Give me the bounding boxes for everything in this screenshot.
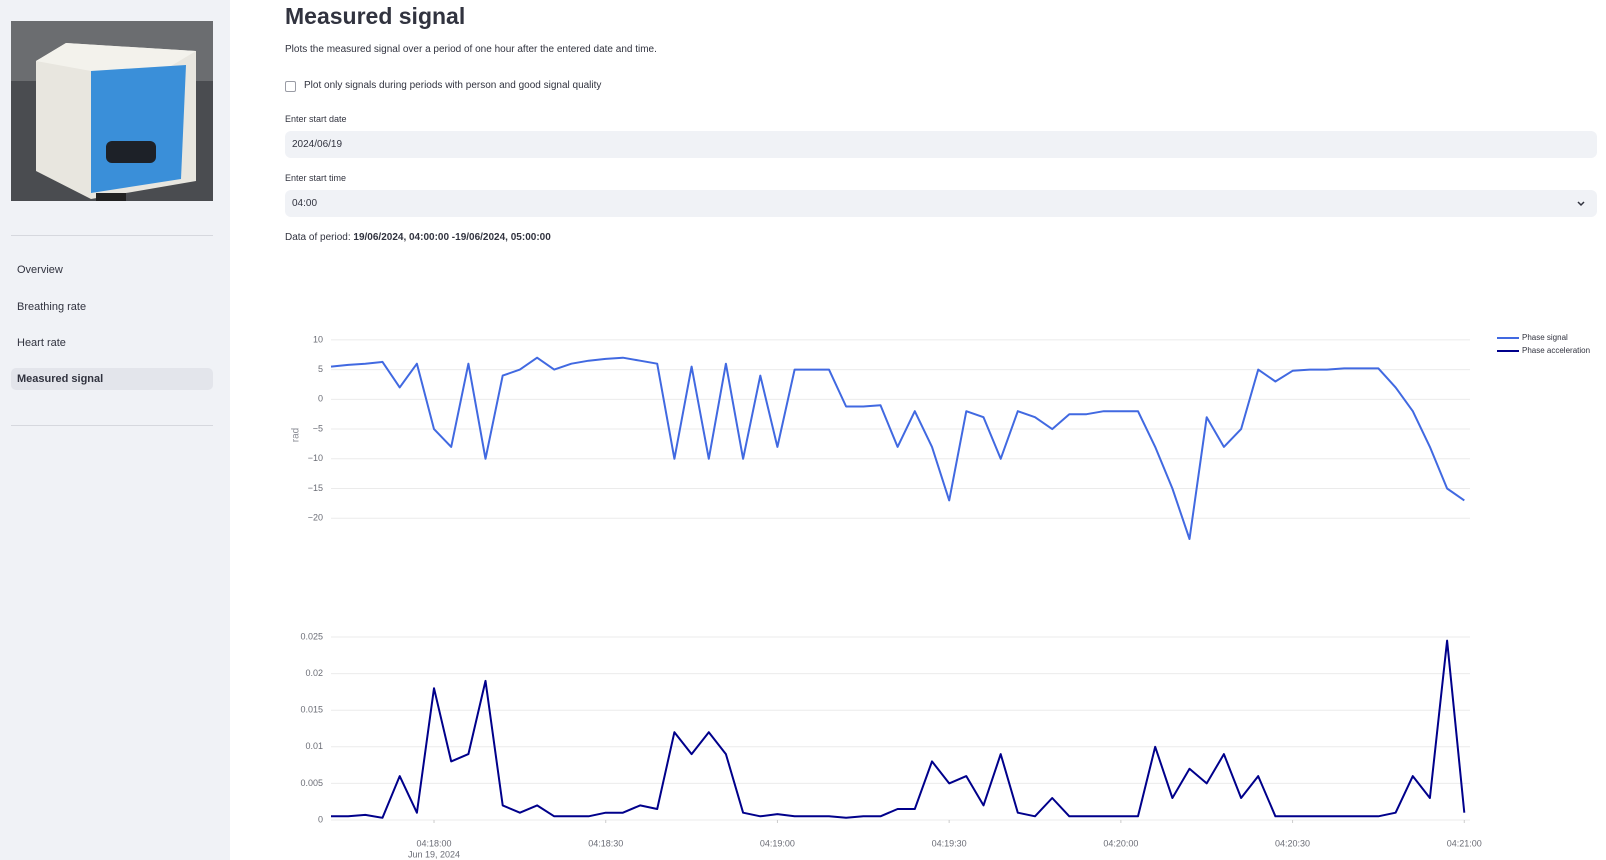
- y-tick-label: 10: [313, 334, 323, 344]
- nav-item[interactable]: Overview: [17, 264, 63, 276]
- time-select[interactable]: 04:00: [285, 190, 1597, 217]
- date-label: Enter start date: [285, 114, 347, 124]
- checkbox[interactable]: [285, 81, 296, 92]
- y-tick-label: 0.015: [300, 705, 323, 715]
- page-title: Measured signal: [285, 3, 466, 29]
- period-text: Data of period: 19/06/2024, 04:00:00 -19…: [285, 232, 551, 243]
- description: Plots the measured signal over a period …: [285, 44, 657, 55]
- x-tick-label: 04:18:00: [417, 838, 452, 848]
- series-line: [331, 639, 1466, 819]
- checkbox-label[interactable]: Plot only signals during periods with pe…: [304, 80, 602, 91]
- y-tick-label: −20: [308, 513, 323, 523]
- legend-label: Phase acceleration: [1522, 346, 1590, 355]
- y-tick-label: −15: [308, 483, 323, 493]
- divider: [11, 235, 213, 236]
- legend-label: Phase signal: [1522, 333, 1568, 342]
- x-tick-label: 04:19:00: [760, 838, 795, 848]
- time-label: Enter start time: [285, 173, 347, 183]
- y-tick-label: 0.025: [300, 631, 323, 641]
- x-tick-label: 04:21:00: [1447, 838, 1482, 848]
- sidebar: Overview Breathing rate Heart rate Measu…: [0, 0, 230, 860]
- y-tick-label: 0.01: [305, 741, 323, 751]
- nav-item[interactable]: Breathing rate: [17, 301, 87, 313]
- y-tick-label: 0: [318, 814, 323, 824]
- period-value: 19/06/2024, 04:00:00 -19/06/2024, 05:00:…: [353, 232, 551, 243]
- y-tick-label: 0.02: [305, 668, 323, 678]
- chevron: [1577, 201, 1585, 207]
- nav-item-active[interactable]: Measured signal: [11, 368, 213, 390]
- x-tick-date: Jun 19, 2024: [408, 849, 460, 859]
- x-tick-label: 04:20:00: [1103, 838, 1138, 848]
- nav-item[interactable]: Heart rate: [17, 337, 66, 349]
- y-tick-label: 0: [318, 394, 323, 404]
- device-photo: [11, 21, 213, 201]
- date-input[interactable]: 2024/06/19: [285, 131, 1597, 158]
- x-tick-label: 04:19:30: [932, 838, 967, 848]
- x-tick-label: 04:20:30: [1275, 838, 1310, 848]
- y-tick-label: −10: [308, 453, 323, 463]
- y-tick-label: 5: [318, 364, 323, 374]
- y-tick-label: −5: [313, 423, 323, 433]
- divider: [11, 425, 213, 426]
- y-tick-label: 0.005: [300, 778, 323, 788]
- y-axis-label: rad: [291, 428, 302, 442]
- series-line: [330, 356, 1465, 540]
- period-label: Data of period:: [285, 232, 351, 243]
- x-tick-label: 04:18:30: [588, 838, 623, 848]
